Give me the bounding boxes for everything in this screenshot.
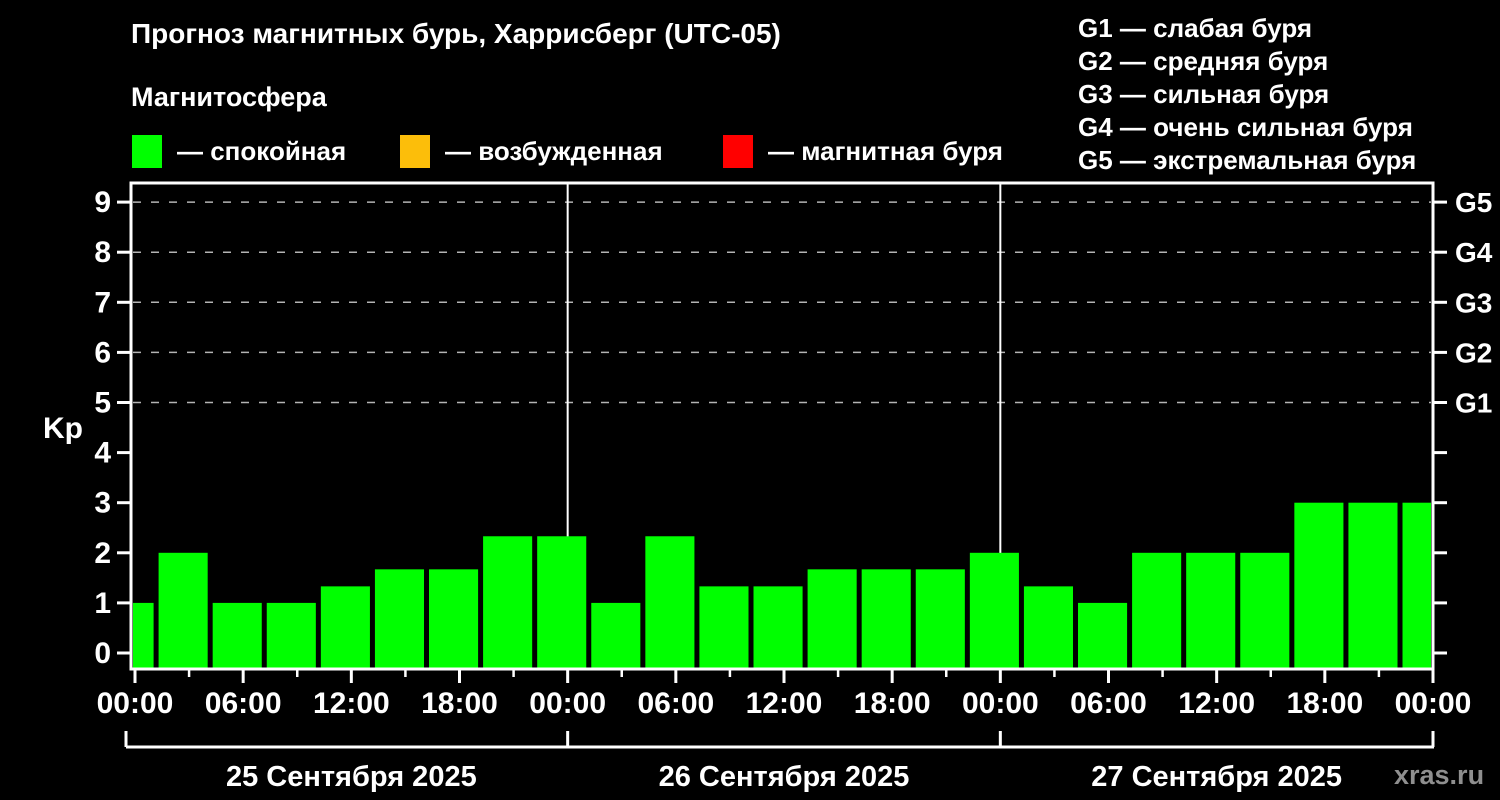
legend-swatch	[723, 135, 753, 168]
g-scale-item: G3 — сильная буря	[1078, 79, 1330, 109]
kp-bar	[374, 569, 425, 668]
x-tick-label: 12:00	[1178, 687, 1255, 720]
kp-bar	[807, 569, 857, 668]
x-tick-label: 18:00	[854, 687, 931, 720]
plot-border	[129, 181, 1435, 671]
x-tick-label: 00:00	[962, 687, 1039, 720]
x-tick-label: 00:00	[529, 687, 606, 720]
legend-swatch	[132, 135, 162, 168]
kp-bar	[429, 569, 479, 668]
kp-bar	[591, 602, 641, 668]
g-axis-label: G4	[1455, 237, 1493, 268]
g-scale-item: G5 — экстремальная буря	[1078, 145, 1417, 175]
kp-bar	[861, 569, 911, 668]
legend-item: — возбужденная	[400, 133, 663, 170]
y-axis-label: 3	[94, 487, 111, 520]
chart-subtitle: Магнитосфера	[131, 82, 327, 112]
g-axis-label: G3	[1455, 287, 1492, 318]
g-scale-item: G4 — очень сильная буря	[1078, 112, 1413, 142]
kp-bar	[483, 536, 533, 668]
kp-bar	[1078, 602, 1128, 668]
y-axis-label: 1	[94, 587, 111, 620]
legend-label: — возбужденная	[445, 136, 663, 166]
legend-swatch	[400, 135, 430, 168]
x-tick-label: 18:00	[421, 687, 498, 720]
g-axis-label: G1	[1455, 388, 1492, 419]
kp-bar	[320, 586, 370, 668]
kp-bar	[212, 602, 262, 668]
kp-bar	[1294, 502, 1344, 668]
kp-bar	[1348, 502, 1398, 668]
kp-bar	[699, 586, 749, 668]
kp-bar	[1023, 586, 1074, 668]
kp-bar	[537, 536, 587, 668]
x-tick-label: 00:00	[1395, 687, 1472, 720]
kp-bar	[1186, 552, 1236, 668]
date-label: 27 Сентября 2025	[1091, 761, 1342, 793]
x-tick-label: 06:00	[205, 687, 282, 720]
legend-item: — спокойная	[132, 133, 346, 170]
kp-axis-title: Kp	[43, 412, 83, 445]
kp-bar	[158, 552, 208, 668]
watermark: xras.ru	[1394, 760, 1485, 790]
kp-bar	[1132, 552, 1182, 668]
legend-label: — магнитная буря	[768, 136, 1003, 166]
g-axis-label: G2	[1455, 337, 1492, 368]
y-axis-label: 8	[94, 236, 111, 269]
x-tick-label: 12:00	[746, 687, 823, 720]
x-tick-label: 12:00	[313, 687, 390, 720]
g-scale-item: G1 — слабая буря	[1078, 13, 1313, 43]
y-axis-label: 9	[94, 186, 111, 219]
date-label: 25 Сентября 2025	[226, 761, 477, 793]
storm-scale-legend: G1 — слабая буря G2 — средняя буря G3 — си…	[1078, 12, 1416, 177]
kp-bar	[753, 586, 803, 668]
kp-bar	[969, 552, 1019, 668]
g-scale-item: G2 — средняя буря	[1078, 46, 1329, 76]
legend-label: — спокойная	[177, 136, 347, 166]
kp-bar	[1402, 502, 1431, 668]
kp-bar	[266, 602, 316, 668]
y-axis-label: 4	[94, 437, 111, 470]
kp-bar	[133, 602, 154, 668]
y-axis-label: 6	[94, 336, 111, 369]
g-axis-label: G5	[1455, 187, 1492, 218]
y-axis-label: 5	[94, 387, 111, 420]
kp-bar	[1240, 552, 1290, 668]
x-tick-label: 00:00	[97, 687, 174, 720]
x-tick-label: 06:00	[1070, 687, 1147, 720]
y-axis-label: 0	[94, 637, 111, 670]
kp-bar	[645, 536, 695, 668]
y-axis-label: 2	[94, 537, 111, 570]
kp-bar	[915, 569, 965, 668]
chart-title: Прогноз магнитных бурь, Харрисберг (UTC-…	[131, 18, 781, 49]
x-tick-label: 06:00	[637, 687, 714, 720]
date-label: 26 Сентября 2025	[659, 761, 910, 793]
legend-item: — магнитная буря	[723, 133, 1003, 170]
y-axis-label: 7	[94, 286, 111, 319]
x-tick-label: 18:00	[1286, 687, 1363, 720]
